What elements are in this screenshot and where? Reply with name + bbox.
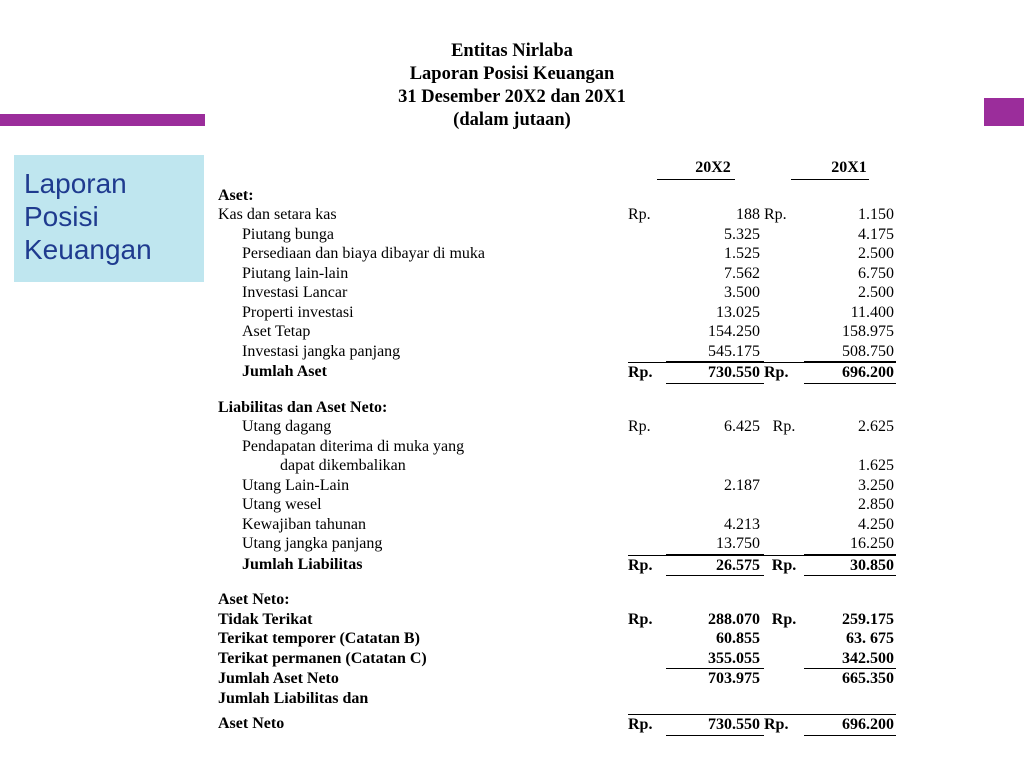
- table-row: Kas dan setara kasRp.188Rp.1.150: [218, 205, 938, 225]
- grand-total-row: Aset NetoRp.730.550Rp.696.200: [218, 714, 938, 736]
- table-row: Utang jangka panjang13.75016.250: [218, 534, 938, 555]
- table-row: Pendapatan diterima di muka yang: [218, 437, 938, 457]
- section-title-aset: Aset:: [218, 186, 938, 206]
- header-line: Entitas Nirlaba: [0, 40, 1024, 63]
- table-row: Terikat permanen (Catatan C)355.055342.5…: [218, 649, 938, 670]
- table-row: Persediaan dan biaya dibayar di muka1.52…: [218, 244, 938, 264]
- sidebar-title-line: Keuangan: [24, 233, 194, 266]
- table-row: Piutang bunga5.3254.175: [218, 225, 938, 245]
- report-header: Entitas Nirlaba Laporan Posisi Keuangan …: [0, 40, 1024, 133]
- section-title-neto: Aset Neto:: [218, 590, 938, 610]
- sidebar-title-line: Laporan: [24, 167, 194, 200]
- sidebar-title-line: Posisi: [24, 200, 194, 233]
- col-year-1: 20X1: [804, 158, 896, 178]
- table-row: Investasi Lancar3.5002.500: [218, 283, 938, 303]
- header-line: Laporan Posisi Keuangan: [0, 63, 1024, 86]
- table-row: Investasi jangka panjang545.175508.750: [218, 342, 938, 363]
- table-row: Aset Tetap154.250158.975: [218, 322, 938, 342]
- total-row-aset: Jumlah AsetRp.730.550Rp.696.200: [218, 362, 938, 384]
- subtotal-row-neto: Jumlah Aset Neto703.975665.350: [218, 669, 938, 689]
- column-headers: 20X2 20X1: [218, 158, 938, 178]
- table-row: Utang Lain-Lain2.1873.250: [218, 476, 938, 496]
- table-row: Kewajiban tahunan4.2134.250: [218, 515, 938, 535]
- total-row-liab: Jumlah LiabilitasRp.26.575Rp.30.850: [218, 555, 938, 577]
- header-line: (dalam jutaan): [0, 109, 1024, 132]
- financial-statement: 20X2 20X1 Aset: Kas dan setara kasRp.188…: [218, 158, 938, 736]
- header-line: 31 Desember 20X2 dan 20X1: [0, 86, 1024, 109]
- footer-label-1: Jumlah Liabilitas dan: [218, 689, 938, 709]
- col-year-2: 20X2: [666, 158, 764, 178]
- table-row: Utang wesel2.850: [218, 495, 938, 515]
- table-row: Piutang lain-lain7.5626.750: [218, 264, 938, 284]
- table-row: Properti investasi13.02511.400: [218, 303, 938, 323]
- table-row: Utang dagangRp.6.425Rp.2.625: [218, 417, 938, 437]
- table-row: dapat dikembalikan1.625: [218, 456, 938, 476]
- section-title-liab: Liabilitas dan Aset Neto:: [218, 398, 938, 418]
- table-row: Tidak TerikatRp.288.070Rp.259.175: [218, 610, 938, 630]
- header-underline: [218, 178, 938, 180]
- sidebar-title: Laporan Posisi Keuangan: [14, 155, 204, 282]
- table-row: Terikat temporer (Catatan B)60.85563. 67…: [218, 629, 938, 649]
